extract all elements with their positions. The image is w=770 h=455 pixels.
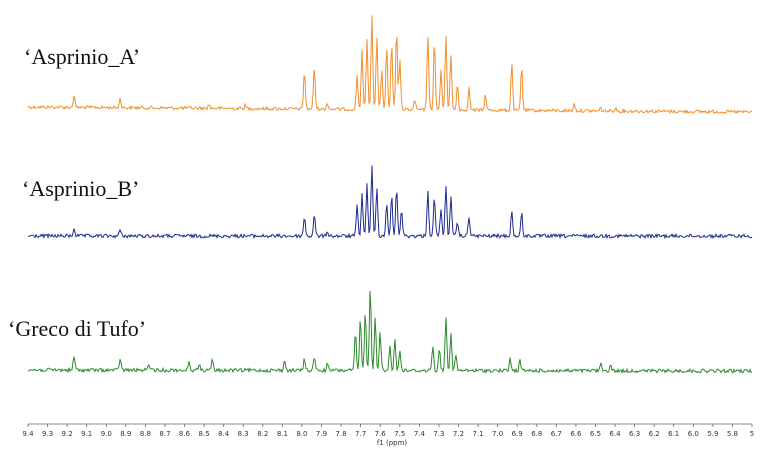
x-tick-label: 8.8 bbox=[140, 430, 151, 438]
x-tick-label: 5.9 bbox=[707, 430, 718, 438]
x-tick-label: 8.7 bbox=[159, 430, 170, 438]
x-tick-label: 6.8 bbox=[531, 430, 542, 438]
x-tick-label: 8.9 bbox=[120, 430, 131, 438]
x-tick-label: 5.8 bbox=[727, 430, 738, 438]
x-tick-label: 6.0 bbox=[688, 430, 699, 438]
series-label-asprinio-b: ‘Asprinio_B’ bbox=[22, 176, 139, 201]
series-label-asprinio-a: ‘Asprinio_A’ bbox=[24, 44, 140, 69]
x-tick-label: 7.1 bbox=[473, 430, 484, 438]
x-tick-label: 7.2 bbox=[453, 430, 464, 438]
series-layer bbox=[27, 15, 753, 374]
x-tick-label: 9.0 bbox=[101, 430, 112, 438]
x-tick-label: 9.4 bbox=[22, 430, 34, 438]
x-tick-label: 7.8 bbox=[336, 430, 347, 438]
spectrum-line-3 bbox=[27, 290, 753, 374]
series-label-greco-di-tufo: ‘Greco di Tufo’ bbox=[8, 316, 146, 341]
x-tick-label: 6.4 bbox=[609, 430, 621, 438]
x-tick-label: 6.3 bbox=[629, 430, 640, 438]
spectrum-line-1 bbox=[27, 15, 753, 115]
x-tick-label: 6.2 bbox=[649, 430, 660, 438]
x-tick-label: 6.6 bbox=[570, 430, 582, 438]
x-tick-label: 7.5 bbox=[394, 430, 405, 438]
x-tick-label: 7.7 bbox=[355, 430, 366, 438]
x-axis-ticks: 9.4 9.3 9.2 9.1 9.0 8.9 8.8 8.7 8.6 8.5 8.4 8.3 8.2 8… bbox=[22, 424, 754, 438]
x-tick-label: 8.2 bbox=[257, 430, 268, 438]
x-tick-label: 8.1 bbox=[277, 430, 288, 438]
x-tick-label: 7.9 bbox=[316, 430, 327, 438]
x-axis-title: f1 (ppm) bbox=[377, 439, 408, 447]
x-tick-label: 6.1 bbox=[668, 430, 679, 438]
x-tick-label: 6.7 bbox=[551, 430, 562, 438]
x-tick-label: 9.2 bbox=[62, 430, 73, 438]
x-tick-label: 9.1 bbox=[81, 430, 92, 438]
spectrum-line-2 bbox=[28, 165, 753, 240]
x-tick-label: 7.4 bbox=[414, 430, 426, 438]
x-tick-label: 8.5 bbox=[199, 430, 210, 438]
x-tick-label: 8.0 bbox=[296, 430, 307, 438]
x-tick-label: 7.6 bbox=[375, 430, 387, 438]
x-tick-label: 8.4 bbox=[218, 430, 230, 438]
x-tick-label: 6.9 bbox=[512, 430, 523, 438]
x-tick-label: 8.6 bbox=[179, 430, 191, 438]
x-tick-label: 6.5 bbox=[590, 430, 601, 438]
x-axis: 9.4 9.3 9.2 9.1 9.0 8.9 8.8 8.7 8.6 8.5 8.4 8.3 8.2 8… bbox=[22, 423, 754, 447]
x-tick-label: 5 bbox=[750, 430, 754, 438]
x-tick-label: 8.3 bbox=[238, 430, 249, 438]
x-tick-label: 7.3 bbox=[433, 430, 444, 438]
x-tick-label: 7.0 bbox=[492, 430, 503, 438]
x-tick-label: 9.3 bbox=[42, 430, 53, 438]
series-labels: ‘Asprinio_A’ ‘Asprinio_B’ ‘Greco di Tufo… bbox=[8, 44, 146, 341]
